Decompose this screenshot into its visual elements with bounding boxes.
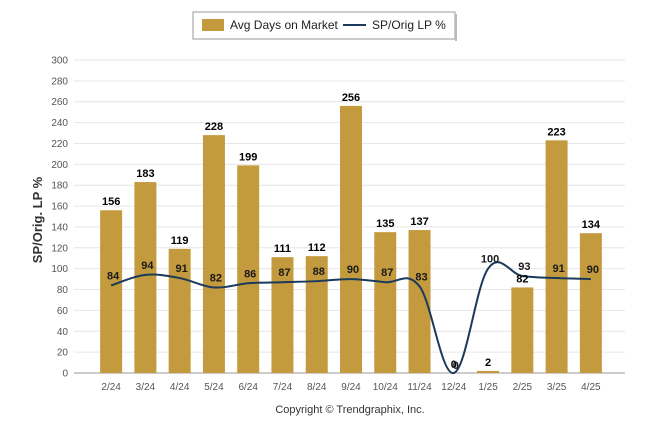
line-value-label: 91 (552, 263, 564, 275)
legend-shadow (455, 14, 457, 41)
line-value-label: 0 (453, 360, 459, 372)
x-tick-label: 9/24 (341, 382, 361, 393)
x-tick-label: 5/24 (204, 382, 224, 393)
line-value-label: 87 (381, 267, 393, 279)
y-tick-label: 100 (51, 264, 68, 275)
x-tick-label: 11/24 (407, 382, 432, 393)
bar-value-label: 256 (342, 92, 360, 104)
y-tick-label: 300 (51, 56, 68, 67)
bar-value-label: 135 (376, 218, 394, 230)
bar (408, 230, 431, 373)
bar (202, 135, 225, 373)
y-axis-ticks: 0 20 40 60 80 100 120 140 160 180 200 220 240 260 280 3… (51, 56, 68, 380)
y-tick-label: 60 (57, 306, 69, 317)
line-value-label: 94 (141, 260, 154, 272)
x-tick-label: 1/25 (478, 382, 498, 393)
line-value-label: 93 (518, 261, 530, 273)
bar-value-label: 228 (205, 121, 223, 133)
bar-value-label: 82 (516, 273, 528, 285)
line-value-label: 83 (415, 271, 427, 283)
bar-value-label: 2 (485, 357, 491, 369)
x-tick-label: 2/25 (513, 382, 533, 393)
bar (545, 140, 568, 373)
y-tick-label: 260 (51, 97, 68, 108)
y-tick-label: 280 (51, 76, 68, 87)
bar-value-label: 223 (547, 126, 565, 138)
line-value-label: 84 (107, 270, 120, 282)
x-tick-label: 8/24 (307, 382, 327, 393)
x-axis-ticks: 2/24 3/24 4/24 5/24 6/24 7/24 8/24 9/24 10/24 11/… (101, 382, 601, 393)
bar-value-label: 111 (274, 243, 291, 255)
y-tick-label: 40 (57, 327, 69, 338)
line-value-label: 91 (176, 263, 188, 275)
bar (134, 182, 157, 373)
x-tick-label: 4/25 (581, 382, 601, 393)
x-tick-label: 3/25 (547, 382, 567, 393)
bar-value-label: 112 (308, 242, 326, 254)
legend: Avg Days on Market SP/Orig LP % (192, 11, 457, 41)
y-tick-label: 180 (51, 181, 68, 192)
y-tick-label: 160 (51, 202, 68, 213)
x-tick-label: 2/24 (101, 382, 121, 393)
line-value-label: 87 (278, 267, 290, 279)
bar (374, 232, 397, 373)
y-tick-label: 0 (62, 369, 68, 380)
x-tick-label: 3/24 (136, 382, 156, 393)
bar (477, 370, 500, 373)
bar (305, 256, 328, 373)
legend-bar-swatch (202, 19, 224, 31)
copyright-footer: Copyright © Trendgraphix, Inc. (275, 404, 424, 416)
x-tick-label: 12/24 (441, 382, 466, 393)
bar (340, 105, 362, 373)
series-line-sp-orig-lp (110, 261, 591, 374)
line-value-label: 100 (481, 254, 499, 266)
y-tick-label: 80 (57, 285, 69, 296)
y-tick-label: 220 (51, 139, 68, 150)
line-value-label: 82 (210, 272, 222, 284)
y-tick-label: 140 (51, 222, 68, 233)
y-tick-label: 20 (57, 348, 69, 359)
bar (511, 287, 534, 373)
bar-value-label: 0 (451, 359, 457, 371)
bar-value-label: 183 (136, 168, 154, 180)
bar-value-label: 199 (239, 151, 257, 163)
bar (100, 210, 123, 373)
x-tick-label: 10/24 (373, 382, 398, 393)
x-tick-label: 4/24 (170, 382, 190, 393)
bar (271, 257, 294, 373)
y-tick-label: 200 (51, 160, 68, 171)
legend-bar-label: Avg Days on Market (230, 18, 338, 32)
y-axis-label: SP/Orig. LP % (30, 176, 45, 263)
x-tick-label: 6/24 (238, 382, 258, 393)
bar-value-label: 119 (171, 235, 189, 247)
line-value-label: 90 (587, 264, 599, 276)
line-value-label: 86 (244, 268, 256, 280)
bars (100, 105, 602, 373)
y-tick-label: 240 (51, 118, 68, 129)
line-value-labels: 84 94 91 82 86 87 88 90 87 83 0 100 93 91 90 (107, 254, 599, 372)
bar-value-label: 134 (582, 219, 601, 231)
bar-value-label: 137 (410, 216, 428, 228)
bar (579, 233, 602, 373)
legend-box (192, 11, 456, 40)
line-value-label: 88 (313, 266, 325, 278)
legend-line-label: SP/Orig LP % (372, 18, 446, 32)
bar-value-label: 156 (102, 196, 120, 208)
x-tick-label: 7/24 (273, 382, 293, 393)
line-value-label: 90 (347, 264, 359, 276)
y-tick-label: 120 (51, 243, 68, 254)
bar-value-labels: 156 183 119 228 199 111 112 256 135 137 0 2 82 223 134 (102, 92, 601, 371)
bar (237, 165, 260, 373)
